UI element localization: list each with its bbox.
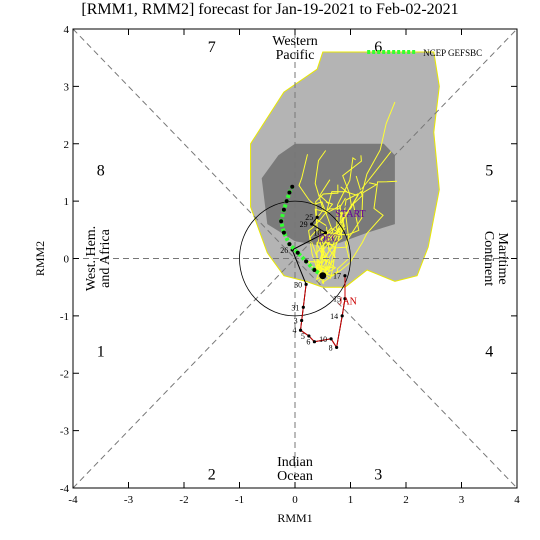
- observed-point: [340, 314, 344, 318]
- forecast-mean-point: [281, 230, 286, 235]
- region-label-right: Continent: [481, 231, 496, 286]
- observed-point: [310, 222, 314, 226]
- observed-day-label: 4: [293, 326, 297, 335]
- phase-divider-line: [72, 28, 518, 489]
- phase-number-4: 4: [485, 343, 493, 360]
- observed-point: [323, 231, 328, 235]
- ensemble-member-track: [316, 182, 378, 277]
- y-axis-label: RMM2: [33, 241, 47, 276]
- observed-day-label: 29: [300, 220, 308, 229]
- ensemble-member-track: [321, 180, 398, 284]
- y-tick-label: -2: [60, 368, 69, 380]
- ensemble-member-track: [329, 151, 392, 279]
- x-tick-label: 4: [514, 494, 520, 506]
- region-label-left: West. Hem.: [84, 226, 99, 291]
- x-tick-label: -4: [68, 494, 78, 506]
- observed-point: [301, 305, 305, 309]
- ensemble-member-track: [298, 154, 334, 272]
- forecast-mean-point: [284, 199, 289, 204]
- amplitude-circle: [239, 200, 351, 317]
- phase-divider-line: [72, 28, 518, 489]
- month-label-dec: DEC: [318, 233, 338, 244]
- observed-point: [329, 337, 333, 341]
- region-label-top: Western: [272, 34, 318, 49]
- observed-point: [343, 297, 347, 301]
- observed-day-label: 14: [330, 312, 338, 321]
- y-tick-label: -3: [60, 426, 70, 438]
- observed-day-label: 15: [333, 295, 341, 304]
- forecast-mean-point: [281, 207, 286, 212]
- y-tick-label: 1: [64, 196, 70, 208]
- observed-day-label: 8: [329, 343, 333, 352]
- observed-day-label: 17: [333, 272, 341, 281]
- observed-day-label: 31: [291, 303, 299, 312]
- observed-point: [300, 318, 304, 323]
- x-tick-label: 1: [348, 494, 354, 506]
- phase-number-8: 8: [97, 163, 105, 180]
- y-tick-label: 4: [64, 24, 70, 36]
- x-tick-label: -1: [235, 494, 244, 506]
- month-label-jan: JAN: [339, 296, 357, 307]
- ensemble-plume-inner: [261, 143, 395, 247]
- region-label-right: Maritime: [495, 232, 510, 284]
- observed-point: [307, 334, 311, 338]
- region-label-left: and Africa: [98, 228, 113, 287]
- observed-day-label: 25: [305, 213, 313, 222]
- ensemble-member-track: [317, 203, 353, 276]
- region-label-bottom: Indian: [277, 455, 313, 470]
- x-tick-label: 2: [403, 494, 409, 506]
- observed-point: [343, 274, 347, 278]
- observed-point: [312, 340, 317, 344]
- forecast-mean-point: [287, 242, 292, 247]
- x-axis-label: RMM1: [277, 511, 312, 525]
- phase-number-6: 6: [374, 39, 382, 56]
- x-tick-label: 3: [459, 494, 465, 506]
- phase-number-2: 2: [208, 467, 216, 484]
- forecast-mean-point: [304, 259, 309, 264]
- forecast-mean-point: [312, 267, 317, 272]
- x-tick-label: -3: [124, 494, 134, 506]
- observed-day-label: 3: [294, 316, 298, 325]
- month-label-start: START: [335, 209, 365, 220]
- region-label-top: Pacific: [276, 48, 315, 63]
- observed-point: [335, 345, 339, 350]
- observed-point: [304, 282, 308, 286]
- ensemble-member-track: [315, 101, 396, 278]
- phase-number-3: 3: [374, 467, 382, 484]
- observed-point: [315, 215, 319, 219]
- observed-day-label: 26: [280, 246, 288, 255]
- y-tick-label: 2: [64, 139, 70, 151]
- forecast-mean-point: [279, 219, 284, 224]
- observed-day-label: 5: [301, 332, 305, 341]
- chart-title: [RMM1, RMM2] forecast for Jan-19-2021 to…: [81, 1, 459, 18]
- region-label-bottom: Ocean: [277, 469, 313, 484]
- forecast-mean-point: [290, 184, 295, 189]
- forecast-mean-point: [287, 190, 292, 195]
- phase-number-1: 1: [97, 343, 105, 360]
- observed-day-label: 30: [294, 280, 302, 289]
- forecast-start-marker: [319, 272, 327, 280]
- y-tick-label: -1: [60, 311, 69, 323]
- phase-number-7: 7: [208, 39, 216, 56]
- ensemble-member-track: [324, 186, 359, 272]
- phase-number-5: 5: [485, 163, 493, 180]
- observed-day-label: 6: [306, 338, 310, 347]
- y-tick-label: 3: [64, 81, 70, 93]
- observed-point: [298, 328, 303, 332]
- y-tick-label: 0: [64, 254, 70, 266]
- forecast-mean-point: [295, 250, 300, 255]
- observed-day-label: 10: [314, 229, 322, 238]
- observed-day-label: 10: [319, 335, 327, 344]
- x-tick-label: 0: [292, 494, 298, 506]
- x-tick-label: -2: [179, 494, 188, 506]
- legend-label: NCEP GEFSBC: [423, 48, 482, 58]
- y-tick-label: -4: [60, 483, 70, 495]
